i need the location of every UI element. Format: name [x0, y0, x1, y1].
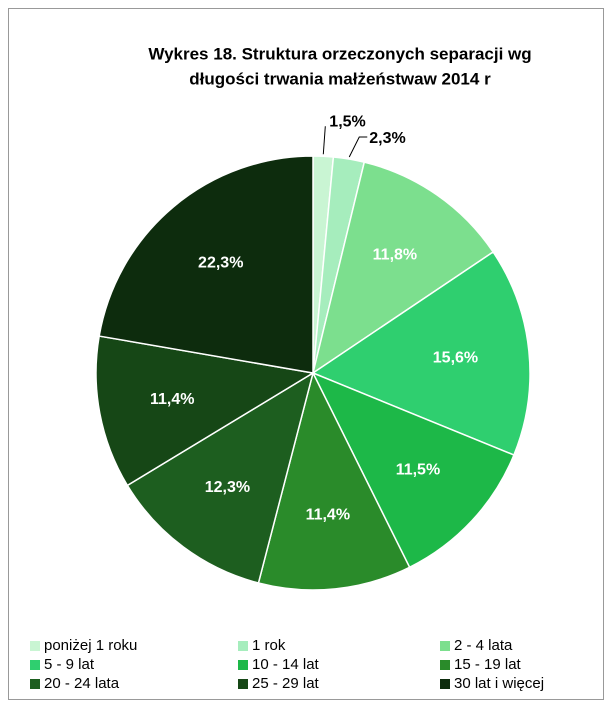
data-label: 15,6%: [433, 350, 478, 367]
legend-label: 30 lat i więcej: [454, 675, 544, 692]
legend-swatch: [238, 679, 248, 689]
legend-label: 15 - 19 lat: [454, 656, 522, 673]
legend-label: 25 - 29 lat: [252, 675, 320, 692]
chart-title: Wykres 18. Struktura orzeczonych separac…: [148, 44, 531, 63]
leader-line: [348, 136, 368, 158]
leader-line: [322, 126, 326, 155]
data-label: 2,3%: [369, 130, 405, 147]
legend-label: 20 - 24 lata: [44, 675, 120, 692]
legend-swatch: [238, 660, 248, 670]
data-label: 12,3%: [205, 479, 250, 496]
legend-swatch: [440, 679, 450, 689]
data-label: 11,8%: [373, 247, 417, 264]
pie-slice: [95, 335, 316, 487]
legend-label: 1 rok: [252, 637, 286, 654]
pie-slice: [311, 161, 495, 375]
pie-slice: [257, 370, 411, 591]
legend-label: poniżej 1 roku: [44, 637, 137, 654]
legend-swatch: [440, 641, 450, 651]
legend-label: 10 - 14 lat: [252, 656, 320, 673]
legend-swatch: [30, 660, 40, 670]
chart-title: długości trwania małżeństwaw 2014 r: [189, 69, 491, 88]
data-label: 11,4%: [150, 391, 194, 408]
legend-swatch: [440, 660, 450, 670]
pie-slice: [126, 371, 315, 584]
legend-label: 5 - 9 lat: [44, 656, 95, 673]
pie-slice: [98, 155, 314, 374]
data-label: 22,3%: [198, 255, 243, 272]
data-label: 1,5%: [329, 113, 365, 130]
data-label: 11,4%: [306, 507, 350, 524]
pie-slice: [311, 250, 531, 456]
legend-swatch: [30, 641, 40, 651]
legend-swatch: [30, 679, 40, 689]
legend-label: 2 - 4 lata: [454, 637, 513, 654]
pie-slice: [311, 371, 515, 569]
legend-swatch: [238, 641, 248, 651]
data-label: 11,5%: [396, 462, 440, 479]
